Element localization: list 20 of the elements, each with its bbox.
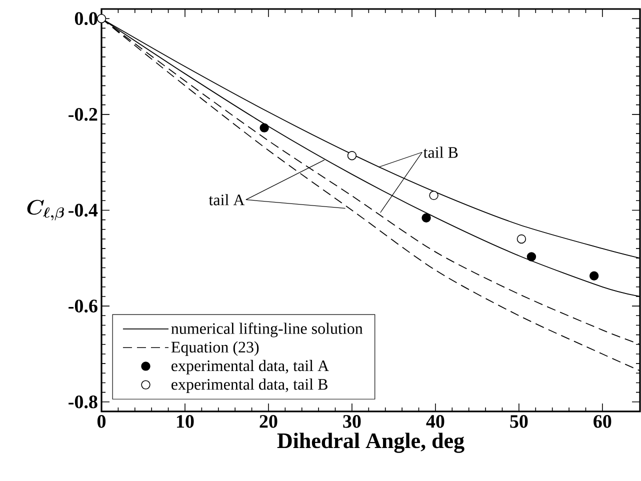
y-axis-title: $C_{\ell,\boldsymbol{\beta}}$: [27, 200, 64, 220]
x-axis-title: Dihedral Angle, deg: [277, 432, 464, 453]
annotation: tail B: [423, 146, 458, 158]
legend-label: numerical lifting-line solution: [171, 322, 363, 338]
y-tick-label: -0.4: [68, 204, 98, 217]
y-tick-label: -0.2: [68, 108, 98, 121]
annotation: tail A: [208, 194, 245, 206]
x-tick-label: 40: [426, 415, 444, 428]
x-tick-label: 20: [260, 415, 278, 428]
legend-label: experimental data, tail A: [172, 360, 329, 374]
x-tick-label: 0: [97, 415, 106, 428]
legend-label: experimental data, tail B: [172, 378, 328, 394]
y-tick-label: 0.0: [74, 12, 98, 26]
x-tick-label: 60: [594, 415, 612, 428]
legend-label: Equation (23): [171, 341, 259, 356]
y-tick-label: -0.6: [68, 300, 98, 313]
x-tick-label: 50: [510, 415, 528, 428]
x-tick-label: 30: [343, 415, 361, 428]
y-tick-label: -0.8: [68, 395, 98, 408]
x-tick-label: 10: [177, 415, 194, 428]
